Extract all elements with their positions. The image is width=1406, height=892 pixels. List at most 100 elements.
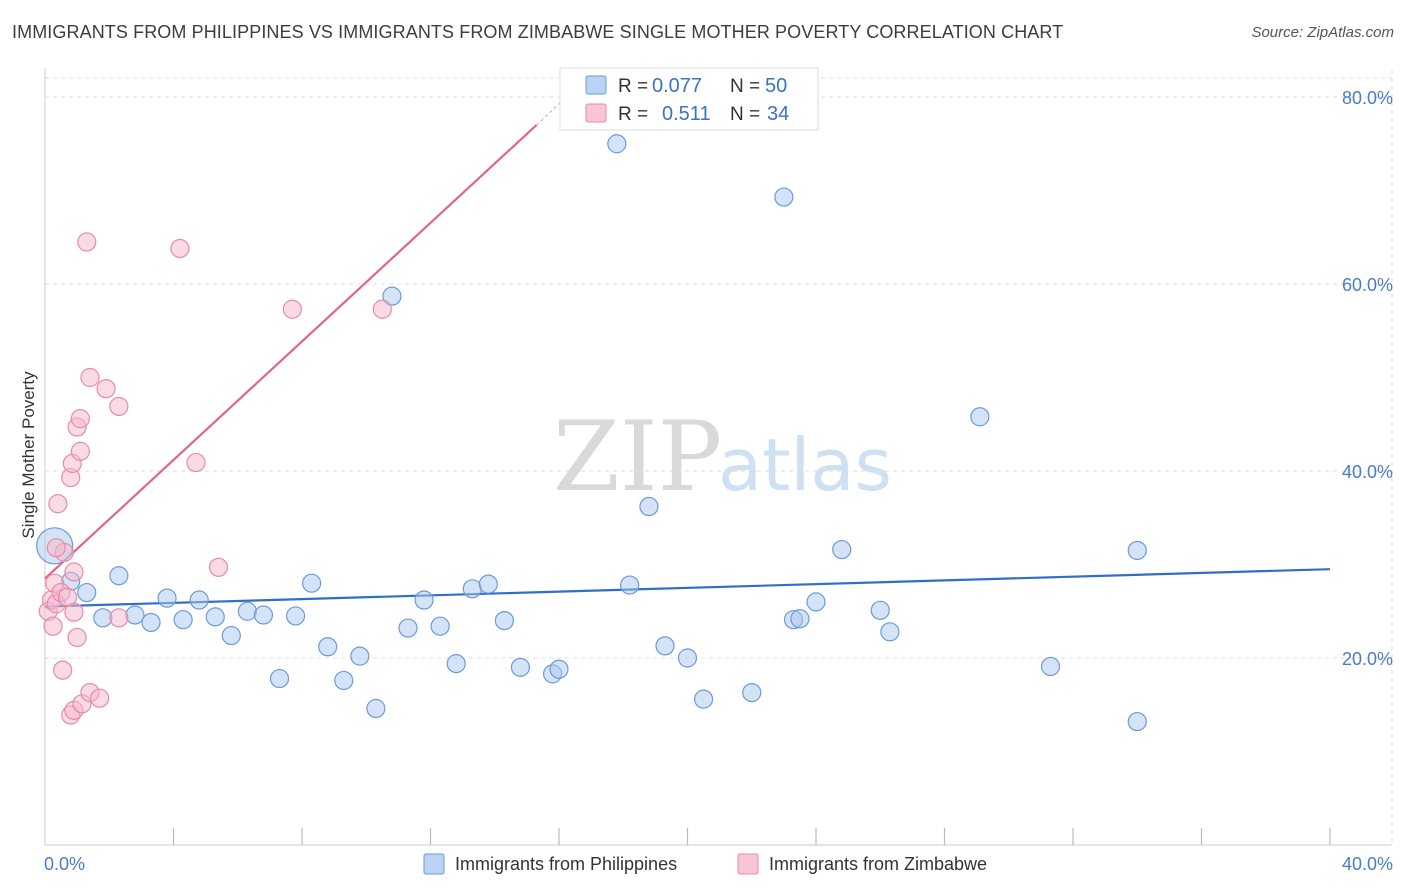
- point-philippines-27: [478, 574, 498, 594]
- point-philippines-10: [205, 607, 225, 627]
- point-zimbabwe-24: [90, 688, 110, 708]
- stats-legend: R = 0.077 N = 50 R = 0.511 N = 34: [559, 67, 819, 131]
- axes: [44, 68, 1392, 846]
- point-philippines-42: [806, 592, 826, 612]
- stats-swatch-blue: [585, 75, 607, 95]
- point-philippines-7: [157, 588, 177, 608]
- source-label: Source: ZipAtlas.com: [1251, 24, 1394, 41]
- stats-n-label-pink: N =: [730, 104, 760, 125]
- point-philippines-16: [302, 573, 322, 593]
- stats-r-label-blue: R =: [618, 76, 648, 97]
- point-philippines-6: [141, 612, 161, 633]
- point-zimbabwe-31: [282, 299, 302, 319]
- point-philippines-29: [510, 657, 531, 677]
- trend-lines: [44, 97, 1331, 608]
- y-tick-label-20: 20.0%: [1342, 649, 1393, 669]
- point-philippines-15: [285, 606, 306, 626]
- point-zimbabwe-2: [43, 616, 63, 636]
- trend-line-philippines: [44, 568, 1331, 608]
- point-philippines-3: [93, 608, 113, 628]
- legend-label-zimbabwe: Immigrants from Zimbabwe: [769, 854, 987, 874]
- point-zimbabwe-33: [46, 538, 66, 558]
- chart-title: IMMIGRANTS FROM PHILIPPINES VS IMMIGRANT…: [12, 22, 1064, 42]
- stats-r-value-blue: 0.077: [652, 75, 702, 97]
- data-points: [36, 134, 1147, 732]
- point-philippines-38: [742, 682, 762, 703]
- point-philippines-46: [970, 407, 990, 427]
- point-philippines-22: [398, 618, 418, 638]
- point-philippines-31: [549, 659, 569, 679]
- point-philippines-37: [693, 689, 714, 709]
- stats-n-label-blue: N =: [730, 76, 760, 97]
- point-zimbabwe-25: [96, 379, 116, 399]
- point-philippines-33: [620, 575, 640, 595]
- y-tick-label-80: 80.0%: [1342, 88, 1393, 108]
- point-philippines-20: [366, 698, 386, 719]
- point-philippines-49: [1127, 711, 1147, 732]
- point-zimbabwe-18: [70, 409, 90, 429]
- point-philippines-43: [832, 539, 852, 560]
- stats-n-value-blue: 50: [765, 75, 787, 97]
- point-zimbabwe-19: [70, 441, 90, 461]
- legend-label-philippines: Immigrants from Philippines: [455, 854, 677, 874]
- point-philippines-5: [125, 605, 145, 625]
- point-philippines-25: [446, 654, 466, 674]
- point-philippines-2: [77, 582, 97, 603]
- point-philippines-11: [221, 625, 241, 646]
- point-philippines-18: [334, 670, 354, 691]
- point-philippines-39: [774, 187, 794, 207]
- stats-n-value-pink: 34: [767, 103, 789, 125]
- stats-r-value-pink: 0.511: [662, 103, 711, 125]
- point-philippines-14: [269, 668, 290, 689]
- point-philippines-48: [1127, 540, 1147, 561]
- point-zimbabwe-30: [208, 557, 229, 577]
- point-philippines-28: [494, 610, 514, 631]
- y-axis-label: Single Mother Poverty: [19, 371, 38, 539]
- point-zimbabwe-29: [186, 452, 206, 473]
- y-tick-label-60: 60.0%: [1342, 275, 1393, 295]
- tick-labels: 20.0% 40.0% 60.0% 80.0% 0.0% 40.0%: [44, 88, 1393, 874]
- point-zimbabwe-21: [77, 232, 97, 252]
- watermark-zip: ZIP: [553, 401, 722, 513]
- series-legend: Immigrants from Philippines Immigrants f…: [423, 853, 987, 875]
- x-tick-label-40: 40.0%: [1342, 854, 1393, 874]
- point-zimbabwe-14: [64, 562, 84, 582]
- point-philippines-41: [790, 609, 810, 629]
- point-philippines-44: [870, 600, 890, 620]
- x-tick-label-0: 0.0%: [44, 854, 85, 874]
- point-zimbabwe-23: [80, 367, 100, 388]
- point-philippines-21: [382, 286, 402, 306]
- grid-lines: [45, 70, 1393, 845]
- point-philippines-19: [350, 646, 370, 666]
- legend-swatch-zimbabwe: [737, 853, 759, 875]
- point-zimbabwe-16: [67, 627, 87, 648]
- y-tick-label-40: 40.0%: [1342, 462, 1393, 482]
- point-zimbabwe-32: [372, 299, 392, 319]
- point-philippines-17: [318, 637, 338, 657]
- point-philippines-26: [462, 579, 482, 599]
- point-philippines-34: [639, 496, 659, 517]
- point-zimbabwe-5: [48, 494, 68, 514]
- trend-line-zimbabwe: [44, 124, 538, 580]
- point-philippines-13: [253, 605, 274, 625]
- point-philippines-47: [1040, 656, 1061, 677]
- point-zimbabwe-26: [109, 396, 129, 417]
- point-philippines-35: [655, 636, 675, 656]
- legend-swatch-philippines: [423, 853, 445, 875]
- point-philippines-24: [430, 616, 450, 636]
- point-zimbabwe-7: [53, 660, 73, 680]
- watermark-atlas: atlas: [718, 423, 892, 507]
- point-philippines-9: [189, 590, 209, 610]
- point-philippines-4: [109, 566, 129, 586]
- point-zimbabwe-27: [109, 608, 129, 628]
- trend-line-zimbabwe-extension: [536, 97, 566, 126]
- point-zimbabwe-28: [170, 238, 190, 259]
- stats-r-label-pink: R =: [618, 104, 648, 125]
- point-philippines-12: [237, 601, 257, 621]
- point-philippines-23: [414, 590, 434, 610]
- point-philippines-45: [880, 622, 900, 642]
- point-philippines-36: [677, 648, 698, 668]
- point-philippines-32: [607, 134, 627, 154]
- point-zimbabwe-15: [64, 602, 84, 622]
